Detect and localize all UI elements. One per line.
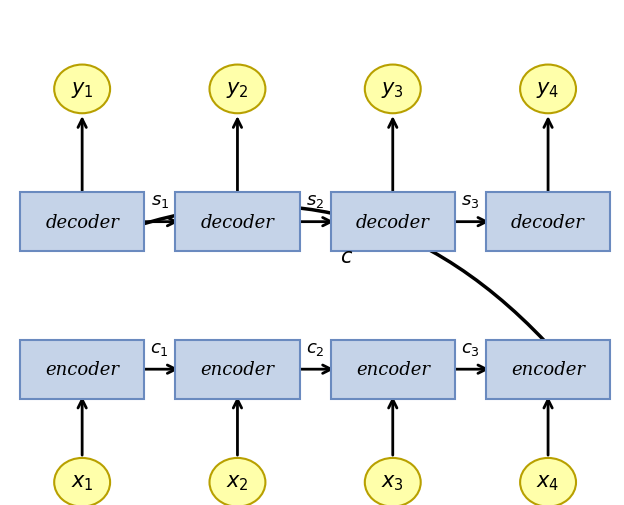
- FancyBboxPatch shape: [20, 340, 144, 399]
- Text: $c_2$: $c_2$: [306, 339, 324, 357]
- Text: decoder: decoder: [356, 213, 430, 231]
- Text: $y_4$: $y_4$: [537, 80, 560, 99]
- FancyBboxPatch shape: [331, 340, 455, 399]
- Text: $x_1$: $x_1$: [71, 472, 94, 492]
- Text: $x_2$: $x_2$: [226, 472, 249, 492]
- Ellipse shape: [210, 66, 265, 114]
- Ellipse shape: [520, 458, 576, 505]
- Text: encoder: encoder: [356, 361, 430, 378]
- Ellipse shape: [54, 458, 110, 505]
- Text: $x_4$: $x_4$: [537, 472, 560, 492]
- Text: $y_1$: $y_1$: [71, 80, 94, 99]
- Text: $s_2$: $s_2$: [306, 192, 324, 210]
- Text: encoder: encoder: [45, 361, 119, 378]
- Ellipse shape: [54, 66, 110, 114]
- Text: $y_2$: $y_2$: [226, 80, 249, 99]
- FancyBboxPatch shape: [486, 193, 610, 251]
- FancyBboxPatch shape: [20, 193, 144, 251]
- Text: encoder: encoder: [511, 361, 585, 378]
- Text: $s_1$: $s_1$: [150, 192, 169, 210]
- FancyBboxPatch shape: [175, 340, 300, 399]
- Text: $c_3$: $c_3$: [461, 339, 480, 357]
- Text: decoder: decoder: [45, 213, 119, 231]
- Ellipse shape: [365, 66, 421, 114]
- Text: $y_3$: $y_3$: [381, 80, 404, 99]
- Ellipse shape: [520, 66, 576, 114]
- Text: $c$: $c$: [339, 247, 353, 266]
- Text: $s_3$: $s_3$: [461, 192, 480, 210]
- FancyBboxPatch shape: [486, 340, 610, 399]
- Text: encoder: encoder: [200, 361, 275, 378]
- Ellipse shape: [365, 458, 421, 505]
- Text: decoder: decoder: [511, 213, 585, 231]
- Text: $c_1$: $c_1$: [150, 339, 169, 357]
- FancyBboxPatch shape: [331, 193, 455, 251]
- FancyArrowPatch shape: [88, 207, 546, 343]
- Ellipse shape: [210, 458, 265, 505]
- Text: decoder: decoder: [200, 213, 275, 231]
- Text: $x_3$: $x_3$: [381, 472, 404, 492]
- FancyBboxPatch shape: [175, 193, 300, 251]
